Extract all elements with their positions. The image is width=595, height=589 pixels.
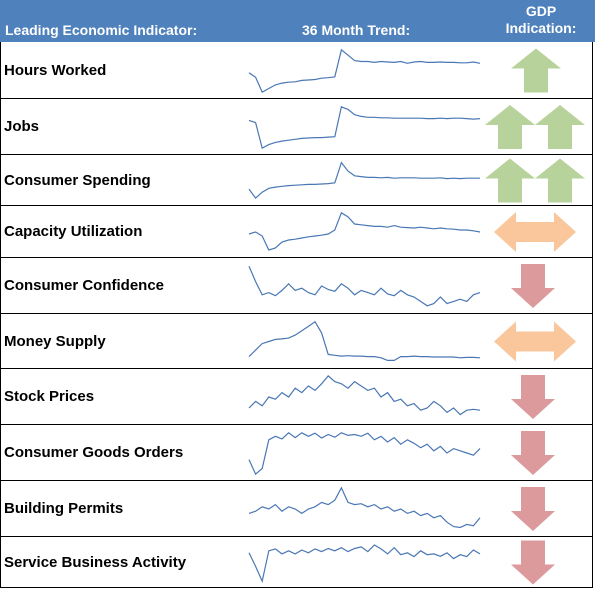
- up-arrow-icon: [535, 158, 585, 203]
- indicator-label: Money Supply: [4, 332, 106, 350]
- header-trend-label: 36 Month Trend:: [302, 22, 411, 38]
- sparkline-consumer-goods-orders: [248, 432, 481, 476]
- indicator-row: [0, 99, 593, 155]
- down-arrow-icon: [511, 540, 555, 585]
- indicator-label: Capacity Utilization: [4, 223, 143, 240]
- left-right-arrow-icon: [494, 212, 576, 252]
- indicator-row: [0, 206, 593, 258]
- indicator-row: [0, 481, 593, 537]
- indicator-row: [0, 42, 593, 99]
- sparkline-service-business-activity: [248, 544, 481, 584]
- sparkline-jobs: [248, 105, 481, 149]
- header-bar: [0, 0, 595, 42]
- indicator-label: Jobs: [4, 118, 40, 135]
- indicator-row: [0, 155, 593, 206]
- header-gdp-label-line2: Indication:: [505, 20, 577, 36]
- up-arrow-icon: [485, 158, 535, 203]
- header-gdp-label-line1: GDP: [525, 3, 557, 19]
- sparkline-consumer-confidence: [248, 265, 481, 307]
- up-arrow-icon: [535, 105, 585, 149]
- sparkline-money-supply: [248, 320, 481, 361]
- indicator-row: [0, 425, 593, 481]
- sparkline-consumer-spending: [248, 161, 480, 199]
- header-indicator-label: Leading Economic Indicator:: [5, 22, 198, 38]
- sparkline-stock-prices: [248, 375, 481, 416]
- indicator-label: Consumer Spending: [4, 171, 151, 189]
- indicator-row: [0, 258, 593, 314]
- indicator-label: Service Business Activity: [4, 553, 187, 571]
- up-arrow-icon: [511, 48, 561, 93]
- indicator-label: Consumer Goods Orders: [4, 444, 184, 461]
- down-arrow-icon: [511, 264, 555, 308]
- indicator-label: Consumer Confidence: [4, 277, 165, 294]
- header-gdp-label: GDP Indication:: [497, 3, 585, 37]
- indicator-label: Stock Prices: [4, 388, 95, 405]
- sparkline-building-permits: [248, 486, 481, 529]
- indicator-row: [0, 369, 593, 425]
- down-arrow-icon: [511, 431, 555, 475]
- indicator-label: Hours Worked: [4, 61, 107, 79]
- left-right-arrow-icon: [494, 321, 576, 362]
- down-arrow-icon: [511, 375, 555, 419]
- down-arrow-icon: [511, 487, 555, 531]
- indicator-row: [0, 537, 593, 588]
- sparkline-capacity-utilization: [248, 211, 481, 251]
- indicator-row: [0, 314, 593, 369]
- sparkline-hours-worked: [248, 48, 481, 93]
- indicator-label: Building Permits: [4, 500, 124, 517]
- up-arrow-icon: [485, 105, 535, 149]
